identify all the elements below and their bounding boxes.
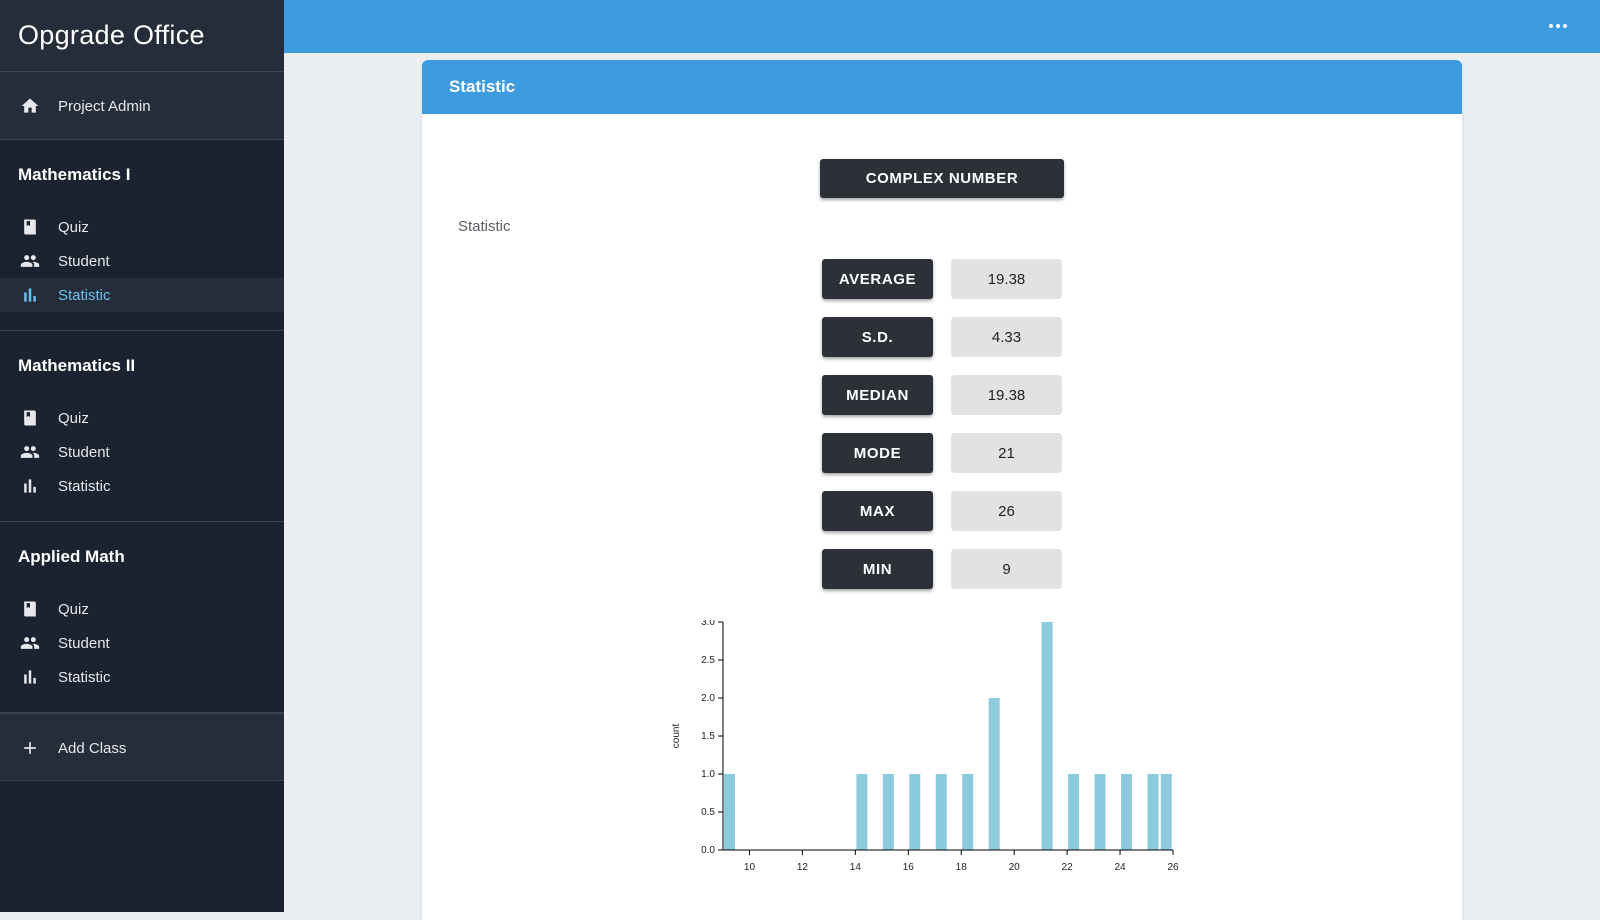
stat-value: 21 [951,433,1062,473]
sidebar-item-statistic[interactable]: Statistic [0,278,284,312]
x-tick-label: 14 [850,862,862,873]
x-tick-label: 12 [797,862,809,873]
x-tick-label: 26 [1167,862,1179,873]
sidebar-section: Applied Math Quiz Student Statistic [0,522,284,713]
y-tick-label: 0.5 [701,807,715,818]
sidebar-item-statistic[interactable]: Statistic [0,469,284,503]
stat-label-button[interactable]: MAX [822,491,933,531]
x-tick-label: 24 [1114,862,1126,873]
stat-label-button[interactable]: MEDIAN [822,375,933,415]
histogram-bar [935,774,947,850]
sidebar-item-label: Statistic [58,668,111,686]
stat-row: MEDIAN 19.38 [822,375,1062,415]
sidebar-item-student[interactable]: Student [0,435,284,469]
x-tick-label: 18 [956,862,968,873]
sidebar-section: Mathematics I Quiz Student Statistic [0,140,284,331]
stat-row: MIN 9 [822,549,1062,589]
stat-row: MODE 21 [822,433,1062,473]
plus-icon [20,738,40,758]
histogram-bar [988,698,1000,850]
card-header: Statistic [422,60,1462,114]
add-class-button[interactable]: Add Class [0,731,284,765]
home-icon [20,96,40,116]
sidebar-item-label: Quiz [58,218,89,236]
quiz-select-button[interactable]: COMPLEX NUMBER [820,159,1064,198]
sidebar-item-quiz[interactable]: Quiz [0,210,284,244]
people-icon [20,633,40,653]
top-bar [284,0,1600,53]
histogram-bar [856,774,868,850]
sidebar-item-label: Statistic [58,477,111,495]
sidebar-item-label: Student [58,252,110,270]
histogram-bar [1041,622,1053,850]
histogram-bar [1068,774,1080,850]
sidebar-item-student[interactable]: Student [0,626,284,660]
project-admin-block: Project Admin [0,72,284,140]
add-class-label: Add Class [58,739,127,757]
stat-row: AVERAGE 19.38 [822,259,1062,299]
section-title: Mathematics I [18,165,131,184]
sidebar-section: Mathematics II Quiz Student Statistic [0,331,284,522]
x-tick-label: 22 [1062,862,1074,873]
stat-label-button[interactable]: S.D. [822,317,933,357]
stat-value: 4.33 [951,317,1062,357]
stat-value: 19.38 [951,259,1062,299]
y-tick-label: 1.0 [701,769,715,780]
more-horizontal-icon[interactable] [1546,14,1570,38]
x-tick-label: 10 [744,862,756,873]
histogram-bar [1121,774,1133,850]
sidebar: Opgrade Office Project Admin Mathematics… [0,0,284,912]
histogram-bar [1160,774,1172,850]
sidebar-item-label: Quiz [58,600,89,618]
stat-label-button[interactable]: MODE [822,433,933,473]
x-tick-label: 20 [1009,862,1021,873]
y-tick-label: 3.0 [701,620,715,628]
sidebar-item-project-admin[interactable]: Project Admin [0,89,284,123]
y-axis-label: count [672,724,682,749]
sidebar-item-label: Project Admin [58,97,151,115]
stat-value: 9 [951,549,1062,589]
stat-label-button[interactable]: AVERAGE [822,259,933,299]
y-tick-label: 1.5 [701,731,715,742]
section-title: Mathematics II [18,356,136,375]
stat-row: S.D. 4.33 [822,317,1062,357]
histogram-bar [909,774,921,850]
stat-value: 19.38 [951,375,1062,415]
book-icon [20,408,40,428]
add-class-block: Add Class [0,713,284,781]
stat-label-button[interactable]: MIN [822,549,933,589]
book-icon [20,599,40,619]
histogram-chart: 10 12 14 16 18 20 22 24 26 0.0 0.5 1.0 1.5 2.0 2.5 3.0 c… [672,620,1179,873]
histogram-bar [962,774,974,850]
bar-chart-icon [20,285,40,305]
statistic-label: Statistic [458,218,511,235]
bar-chart-icon [20,476,40,496]
book-icon [20,217,40,237]
statistic-card: Statistic COMPLEX NUMBER Statistic AVERA… [422,60,1462,920]
section-title: Applied Math [18,547,125,566]
x-tick-label: 16 [903,862,915,873]
y-tick-label: 2.5 [701,655,715,666]
sidebar-item-label: Student [58,634,110,652]
histogram-bar [1147,774,1159,850]
app-title: Opgrade Office [0,0,284,72]
stat-value: 26 [951,491,1062,531]
sidebar-item-label: Statistic [58,286,111,304]
histogram-bar [724,774,735,850]
histogram-bar [1094,774,1106,850]
y-tick-label: 0.0 [701,845,715,856]
y-tick-label: 2.0 [701,693,715,704]
stat-row: MAX 26 [822,491,1062,531]
histogram-bar [882,774,894,850]
people-icon [20,442,40,462]
sidebar-item-student[interactable]: Student [0,244,284,278]
sidebar-item-quiz[interactable]: Quiz [0,401,284,435]
sidebar-item-label: Quiz [58,409,89,427]
people-icon [20,251,40,271]
sidebar-item-label: Student [58,443,110,461]
sidebar-item-statistic[interactable]: Statistic [0,660,284,694]
sidebar-item-quiz[interactable]: Quiz [0,592,284,626]
bar-chart-icon [20,667,40,687]
